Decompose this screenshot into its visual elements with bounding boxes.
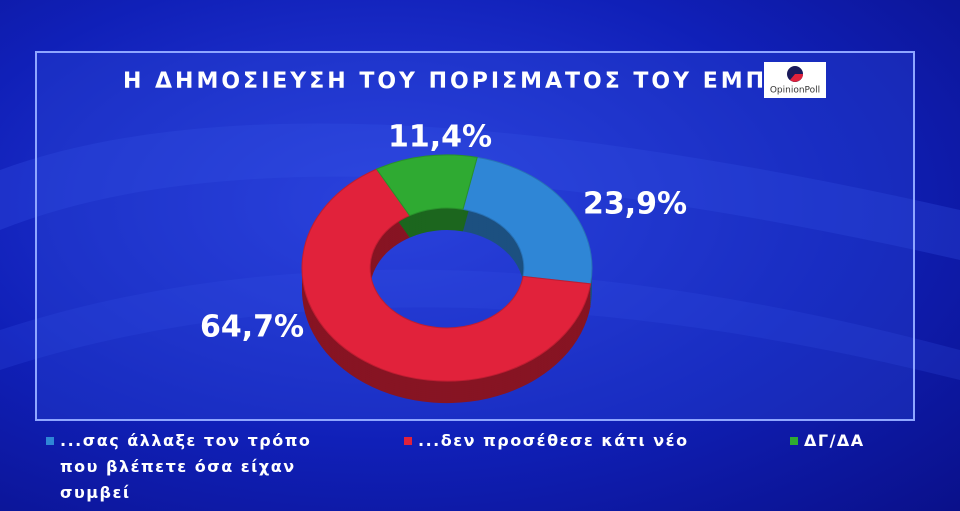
legend-swatch (790, 437, 798, 445)
legend-item: ...δεν προσέθεσε κάτι νέο (404, 428, 718, 454)
legend-swatch (46, 437, 54, 445)
bg-swoosh (0, 123, 960, 260)
data-label: 23,9% (583, 187, 687, 222)
slice (375, 154, 478, 217)
donut (301, 154, 593, 404)
legend-label: ...σας άλλαξε τον τρόπο που βλέπετε όσα … (60, 431, 312, 502)
legend-item: ΔΓ/ΔΑ (790, 428, 924, 454)
slice (462, 156, 593, 285)
legend-swatch (404, 437, 412, 445)
legend: ...σας άλλαξε τον τρόπο που βλέπετε όσα … (0, 428, 960, 502)
data-label: 64,7% (200, 310, 304, 345)
legend-item: ...σας άλλαξε τον τρόπο που βλέπετε όσα … (46, 428, 330, 506)
chart-title: Η ΔΗΜΟΣΙΕΥΣΗ ΤΟΥ ΠΟΡΙΣΜΑΤΟΣ ΤΟΥ ΕΜΠ (123, 69, 767, 94)
data-label: 11,4% (388, 120, 492, 155)
legend-label: ΔΓ/ΔΑ (804, 431, 865, 450)
logo-icon (790, 74, 803, 82)
logo-text: OpinionPoll (770, 86, 820, 96)
slice (301, 168, 592, 382)
bg-swoosh (0, 269, 960, 380)
legend-label: ...δεν προσέθεσε κάτι νέο (418, 431, 689, 450)
